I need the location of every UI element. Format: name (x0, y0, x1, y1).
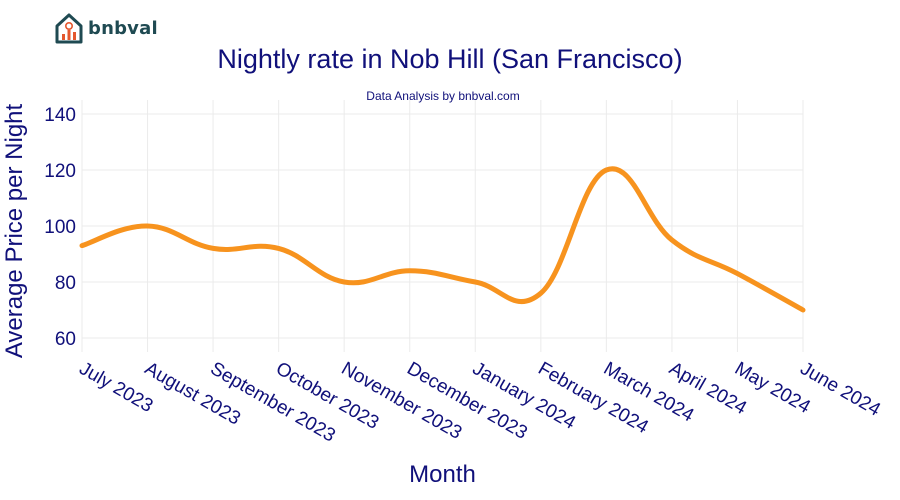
y-axis-title: Average Price per Night (1, 103, 28, 358)
house-chart-icon (55, 13, 83, 44)
y-tick-label: 140 (44, 105, 76, 126)
y-tick-label: 60 (55, 329, 76, 350)
chart-subtitle: Data Analysis by bnbval.com (366, 89, 520, 103)
chart-title: Nightly rate in Nob Hill (San Francisco) (217, 44, 683, 74)
x-axis-title: Month (409, 461, 476, 488)
y-tick-label: 80 (55, 273, 76, 294)
x-tick-label: July 2023 (76, 358, 157, 417)
y-tick-label: 120 (44, 161, 76, 182)
x-tick-label: February 2024 (534, 358, 652, 438)
x-tick-label: June 2024 (797, 358, 885, 421)
series-line (79, 166, 806, 313)
brand-name: bnbval (88, 17, 158, 39)
brand-logo: bnbval (54, 12, 158, 44)
y-tick-label: 100 (44, 217, 76, 238)
